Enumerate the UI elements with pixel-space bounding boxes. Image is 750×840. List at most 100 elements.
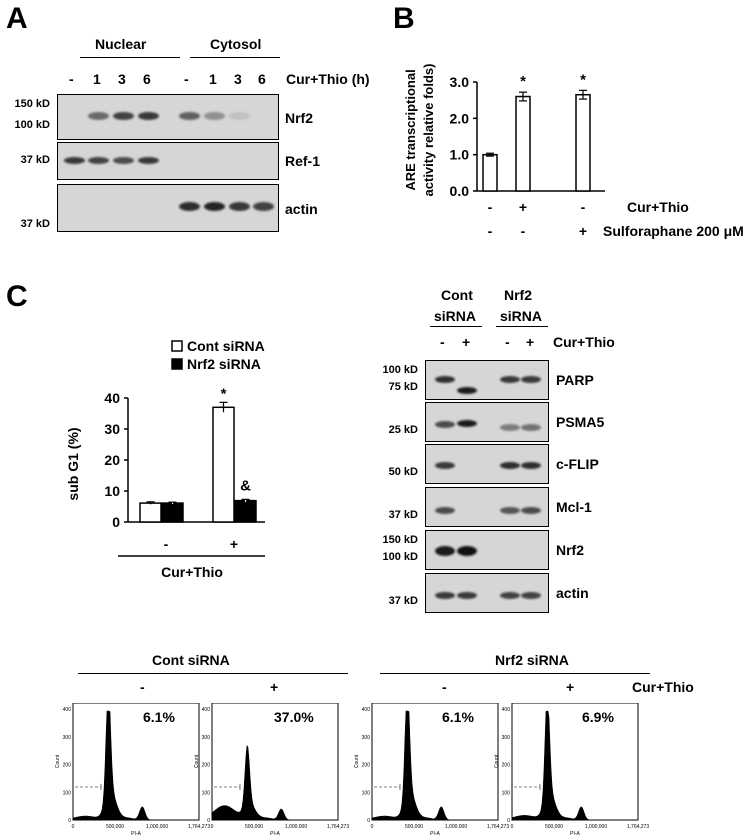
band (435, 462, 455, 469)
flow-sign-4: + (566, 679, 575, 695)
flow-xtick-label: 1,764,273 (188, 824, 210, 830)
flow-xtick-label: 500,000 (405, 824, 423, 830)
c-bar (234, 499, 257, 523)
band (229, 112, 250, 120)
flow-xaxis-label: PI-A (131, 831, 141, 837)
c-lane-label-4: + (526, 334, 535, 350)
flow-xtick-label: 500,000 (245, 824, 263, 830)
c-bar (161, 502, 184, 523)
c-marker-nrf2-1: 150 kD (382, 534, 418, 546)
a-lane-label-5: - (184, 71, 189, 87)
nuclear-underline (80, 57, 180, 58)
c-group1-underline (430, 326, 482, 327)
band (500, 462, 520, 469)
flow-ytick-label: 200 (362, 763, 371, 769)
b-row1-sign-1: - (488, 199, 493, 215)
band (500, 507, 520, 514)
a-lane-label-7: 3 (234, 71, 242, 87)
a-label-nrf2: Nrf2 (285, 110, 314, 126)
legend-swatch-cont (171, 340, 183, 352)
c-x-sign-minus: - (164, 536, 169, 552)
flow-yaxis-label: Count (55, 754, 61, 768)
panel-c-letter: C (6, 280, 28, 313)
flow-ytick-label: 200 (502, 763, 511, 769)
flow-xtick-label: 0 (72, 824, 75, 830)
b-bar (482, 153, 498, 192)
band (500, 376, 520, 383)
b-ytick-label: 1.0 (450, 147, 470, 163)
b-bar (515, 95, 531, 192)
flow-ytick-label: 100 (362, 790, 371, 796)
b-ytick-label: 3.0 (450, 74, 470, 90)
flow-ytick-label: 200 (63, 763, 72, 769)
a-lane-label-2: 1 (93, 71, 101, 87)
flow-ytick-label: 400 (63, 707, 72, 713)
flow-ytick-label: 0 (68, 818, 71, 824)
flow-underline-cont (78, 673, 348, 674)
flow-xtick-label: 0 (511, 824, 514, 830)
flow-yaxis-label: Count (494, 754, 500, 768)
band (521, 424, 541, 431)
c-bar (139, 502, 162, 523)
c-lane-label-3: - (505, 334, 510, 350)
c-label-mcl-1: Mcl-1 (556, 499, 592, 515)
band (179, 112, 200, 120)
flow-ytick-label: 400 (502, 707, 511, 713)
b-row1-label: Cur+Thio (627, 199, 689, 215)
nuclear-label: Nuclear (95, 36, 147, 52)
flow-ytick-label: 0 (507, 818, 510, 824)
band (88, 157, 109, 164)
a-label-ref1: Ref-1 (285, 153, 321, 169)
flow-yaxis-label: Count (354, 754, 360, 768)
flow-xtick-label: 1,000,000 (445, 824, 467, 830)
flow-group-cont: Cont siRNA (152, 652, 230, 668)
c-marker-parp-1: 100 kD (382, 364, 418, 376)
c-bar (212, 406, 235, 523)
band (435, 507, 455, 514)
flow-histogram-trace (371, 710, 498, 821)
band (435, 546, 455, 556)
c-group1-line1: Cont (441, 287, 473, 303)
flow-yaxis-label: Count (194, 754, 200, 768)
flow-percent-3: 6.1% (442, 709, 474, 725)
band (138, 157, 159, 164)
band (88, 112, 109, 120)
flow-treatment: Cur+Thio (632, 679, 694, 695)
a-lane-label-6: 1 (209, 71, 217, 87)
band (229, 202, 250, 211)
flow-ytick-label: 300 (362, 735, 371, 741)
flow-frame (511, 703, 639, 821)
band (204, 202, 225, 211)
blot-c-actin (425, 573, 549, 613)
legend-label-nrf2: Nrf2 siRNA (187, 356, 261, 372)
panel-b-letter: B (393, 2, 415, 35)
band (457, 387, 477, 394)
c-label-c-flip: c-FLIP (556, 456, 599, 472)
flow-frame (72, 703, 200, 821)
flow-frame (211, 703, 339, 821)
flow-ytick-label: 400 (362, 707, 371, 713)
blot-c-parp (425, 360, 549, 400)
c-group2-line2: siRNA (500, 308, 543, 324)
flow-ytick-label: 100 (502, 790, 511, 796)
flow-ytick-label: 0 (367, 818, 370, 824)
a-lane-label-3: 3 (118, 71, 126, 87)
a-marker-100: 100 kD (14, 119, 50, 131)
flow-xtick-label: 1,000,000 (585, 824, 607, 830)
blot-a-nrf2 (57, 94, 279, 140)
band (435, 592, 455, 599)
band (521, 376, 541, 383)
c-xlabel: Cur+Thio (161, 564, 223, 580)
band (64, 157, 85, 164)
a-marker-37-ref1: 37 kD (20, 154, 50, 166)
c-lane-label-1: - (440, 334, 445, 350)
band (457, 546, 477, 556)
blot-c-nrf2 (425, 530, 549, 570)
c-label-parp: PARP (556, 372, 594, 388)
c-marker-nrf2-2: 100 kD (382, 551, 418, 563)
c-ytick-label: 0 (112, 514, 120, 530)
b-bar (575, 93, 591, 192)
a-label-actin: actin (285, 201, 318, 217)
panel-c-chart: Cont siRNA Nrf2 siRNA 0 10 20 30 40 * & sub G1… (65, 338, 265, 580)
band (500, 424, 520, 431)
